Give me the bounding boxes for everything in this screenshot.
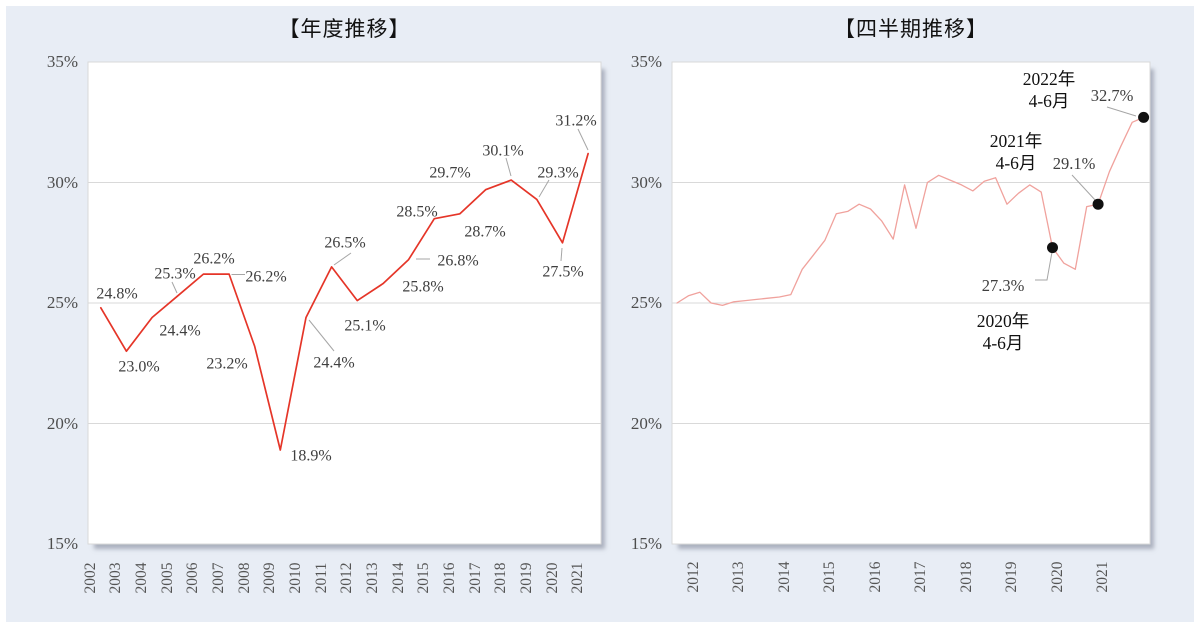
annual-xtick-label: 2014 [389,562,407,594]
annual-xtick-label: 2003 [107,562,125,594]
annual-xtick-label: 2019 [517,562,535,594]
quarterly-xtick-label: 2015 [821,561,839,593]
annual-xtick-label: 2018 [492,562,510,594]
annual-plot-area [88,62,601,544]
quarterly-xtick-label: 2012 [684,561,702,593]
annual-xtick-label: 2013 [363,562,381,594]
annual-xtick-label: 2011 [312,562,330,594]
annual-xtick-label: 2002 [81,562,99,594]
annual-chart-title: 【年度推移】 [278,17,411,41]
annual-xtick-label: 2010 [287,562,304,594]
annual-xtick-label: 2021 [569,562,587,594]
quarterly-xtick-label: 2020 [1048,561,1066,593]
quarterly-ytick-label: 30% [630,172,662,192]
annual-xtick-label: 2004 [133,562,151,594]
quarterly-ytick-label: 25% [630,293,662,312]
annual-ytick-label: 35% [46,52,78,71]
quarterly-xtick-label: 2016 [866,561,884,593]
quarterly-xtick-label: 2017 [912,561,930,593]
annual-xtick-label: 2009 [261,562,279,594]
quarterly-xtick-label: 2021 [1094,561,1112,593]
annual-ytick-label: 15% [46,534,78,553]
quarterly-ytick-label: 35% [630,52,662,71]
annual-ytick-label: 30% [46,172,78,192]
quarterly-chart-title: 【四半期推移】 [834,17,988,41]
annual-xtick-label: 2017 [466,562,484,594]
quarterly-xtick-label: 2013 [730,561,748,593]
quarterly-xtick-label: 2014 [775,561,793,593]
annual-xtick-label: 2016 [440,562,458,594]
quarterly-xtick-label: 2019 [1003,561,1021,593]
annual-xtick-label: 2020 [543,562,561,594]
quarterly-ytick-label: 20% [630,413,662,433]
annual-xtick-label: 2005 [158,562,176,594]
annual-xtick-label: 2008 [235,562,253,594]
annual-xtick-label: 2012 [338,562,356,594]
quarterly-ytick-label: 15% [630,534,662,553]
annual-ytick-label: 25% [46,293,78,312]
quarterly-plot-area [672,62,1150,544]
annual-ytick-label: 20% [46,413,78,433]
quarterly-xtick-label: 2018 [957,561,975,593]
annual-xtick-label: 2007 [210,562,228,594]
annual-xtick-label: 2015 [415,562,433,594]
annual-xtick-label: 2006 [184,562,202,594]
